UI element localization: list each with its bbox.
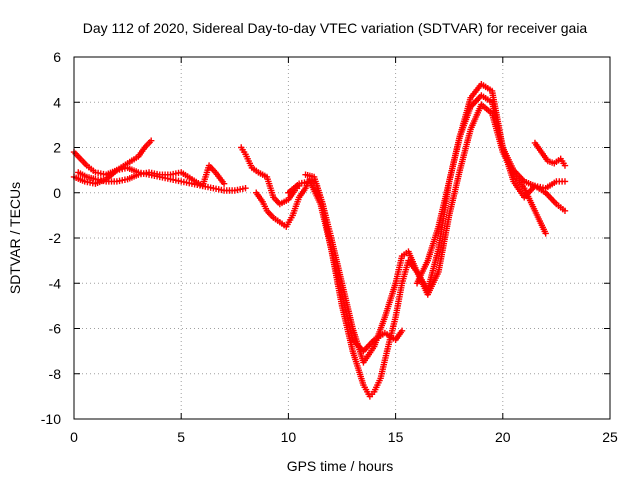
y-tick-label: -2 (49, 230, 62, 246)
y-axis-label: SDTVAR / TECUs (7, 182, 23, 294)
series-satellite-track-9 (531, 139, 569, 169)
y-tick-label: 6 (53, 49, 61, 65)
data-point (398, 327, 406, 334)
x-tick-label: 5 (177, 429, 185, 445)
data-point (147, 137, 155, 144)
series-satellite-track-1 (70, 148, 249, 194)
data-point (561, 162, 569, 169)
x-tick-label: 15 (388, 429, 404, 445)
x-tick-labels: 0 5 10 15 20 25 (70, 429, 618, 445)
grid (74, 57, 610, 419)
x-tick-label: 20 (495, 429, 511, 445)
series-satellite-track-7 (302, 80, 569, 366)
series-satellite-track-6 (285, 101, 549, 400)
series-satellite-track-8 (413, 92, 569, 287)
y-tick-label: -10 (41, 411, 61, 427)
y-tick-label: 4 (53, 94, 61, 110)
data-point (242, 185, 249, 192)
y-tick-label: -6 (49, 321, 62, 337)
x-axis-label: GPS time / hours (287, 458, 394, 474)
data-point (561, 178, 569, 185)
data-points (70, 80, 569, 400)
series-satellite-track-4 (238, 144, 303, 208)
y-tick-label: -8 (49, 366, 62, 382)
y-tick-labels: -10 -8 -6 -4 -2 0 2 4 6 (41, 49, 61, 427)
y-tick-label: 0 (53, 185, 61, 201)
x-tick-label: 25 (602, 429, 618, 445)
data-point (220, 180, 228, 187)
x-tick-label: 0 (70, 429, 78, 445)
series-satellite-track-3 (75, 162, 228, 190)
y-tick-label: -4 (49, 275, 62, 291)
x-tick-label: 10 (281, 429, 297, 445)
ticks (73, 56, 611, 420)
data-point (542, 230, 549, 237)
chart-title: Day 112 of 2020, Sidereal Day-to-day VTE… (83, 20, 588, 36)
data-point (561, 207, 569, 215)
y-tick-label: 2 (53, 140, 61, 156)
